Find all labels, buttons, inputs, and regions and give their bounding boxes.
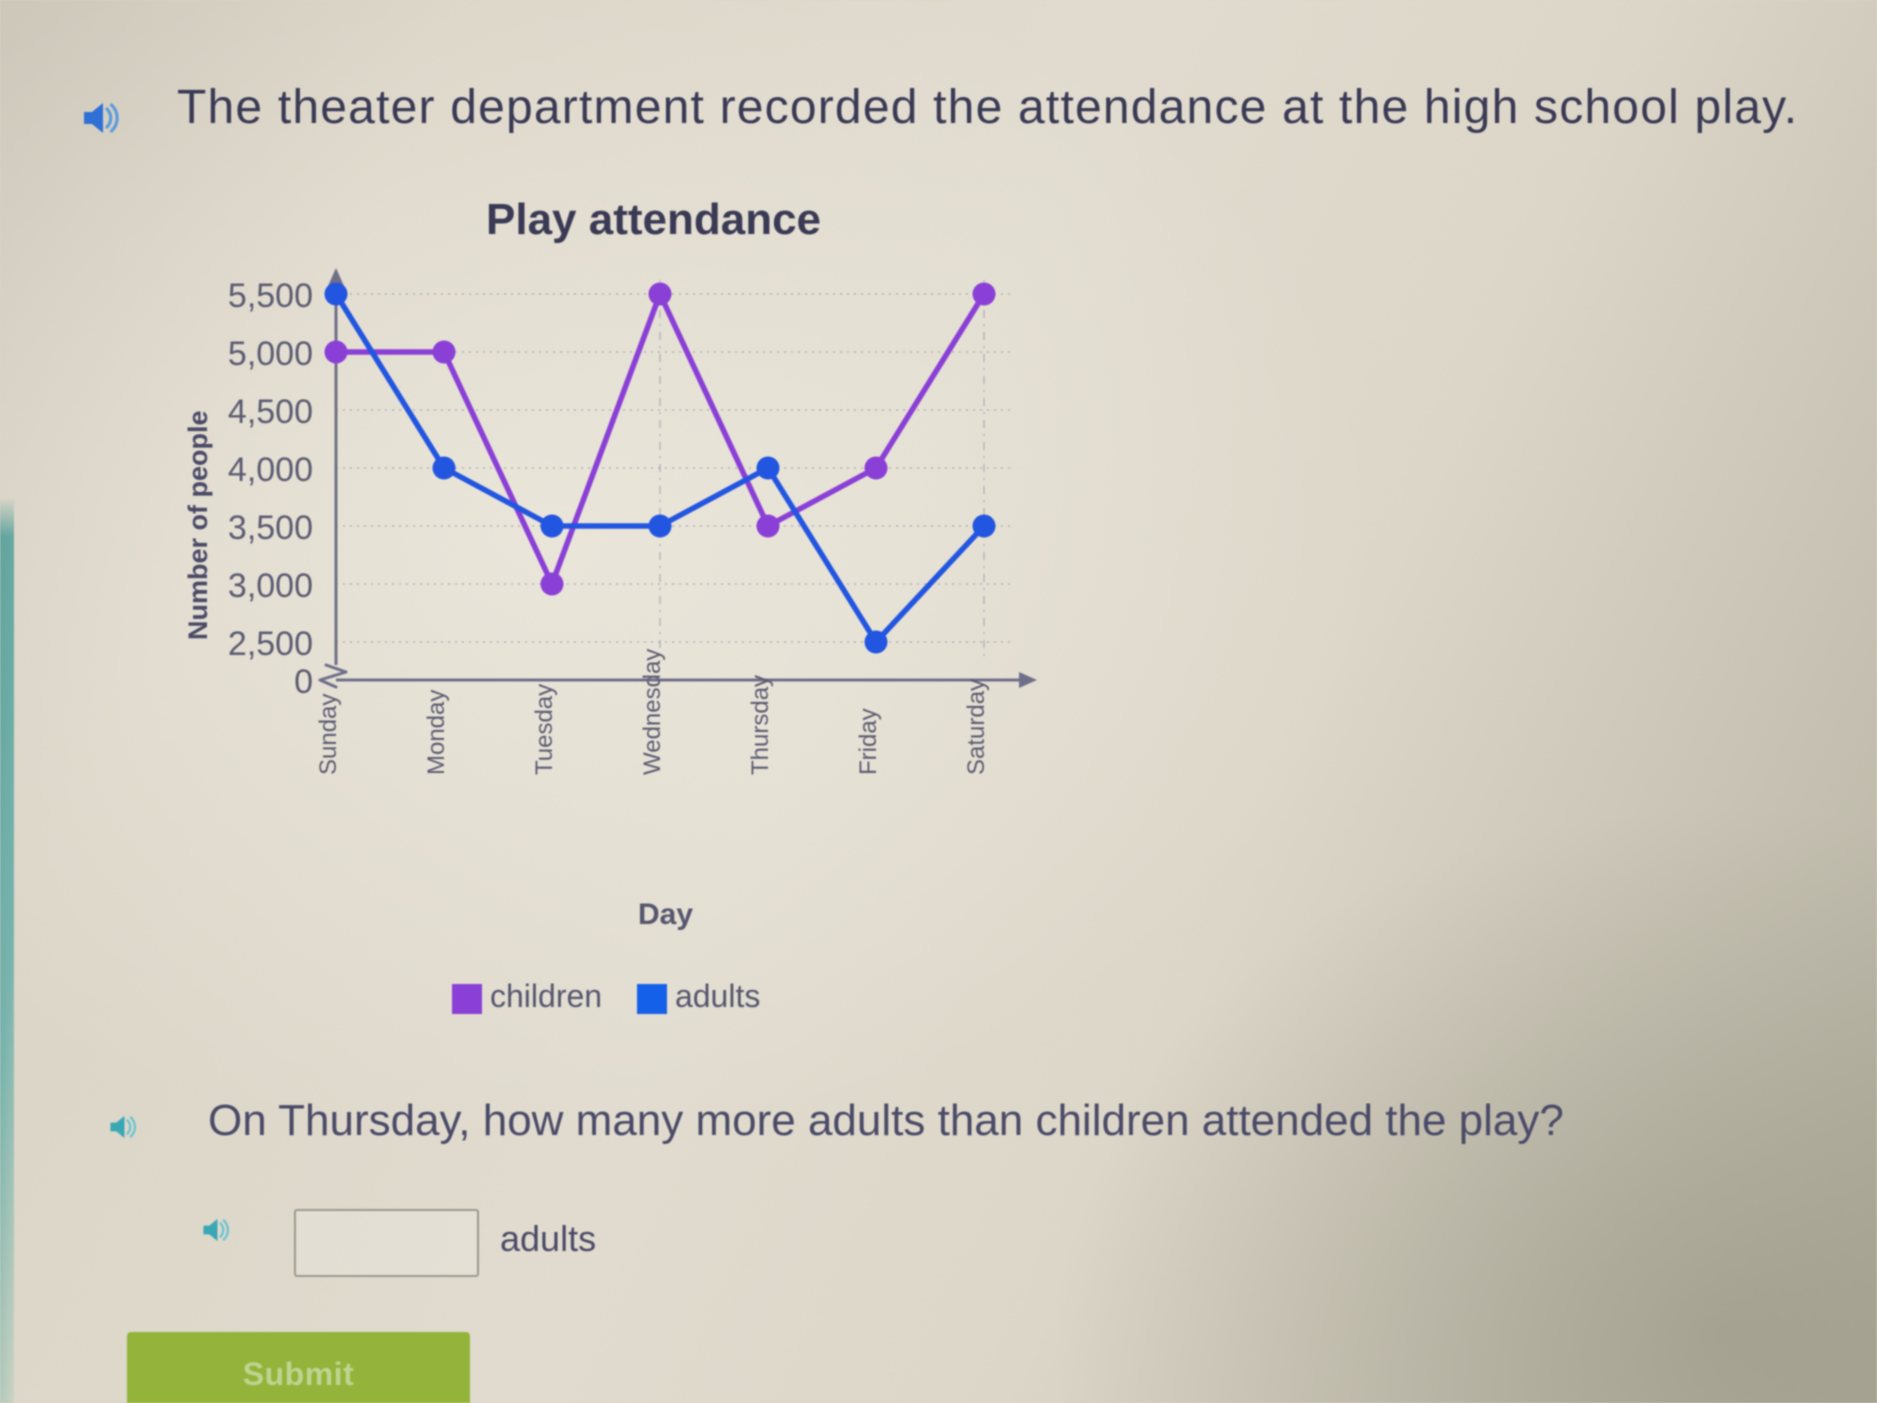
svg-text:Monday: Monday (423, 690, 450, 775)
svg-text:Wednesday: Wednesday (639, 649, 666, 775)
svg-text:Tuesday: Tuesday (531, 684, 558, 775)
svg-text:2,500: 2,500 (228, 625, 313, 663)
svg-text:Number of people: Number of people (183, 410, 213, 640)
svg-text:4,500: 4,500 (228, 393, 313, 431)
svg-text:Friday: Friday (855, 708, 882, 775)
svg-text:3,500: 3,500 (228, 509, 313, 547)
svg-text:Sunday: Sunday (315, 694, 342, 775)
svg-text:3,000: 3,000 (228, 567, 313, 605)
svg-text:4,000: 4,000 (228, 451, 313, 489)
svg-text:5,000: 5,000 (228, 335, 313, 373)
svg-text:Saturday: Saturday (963, 679, 990, 775)
svg-text:Thursday: Thursday (747, 675, 774, 775)
svg-text:5,500: 5,500 (228, 277, 313, 315)
svg-text:0: 0 (294, 663, 313, 701)
